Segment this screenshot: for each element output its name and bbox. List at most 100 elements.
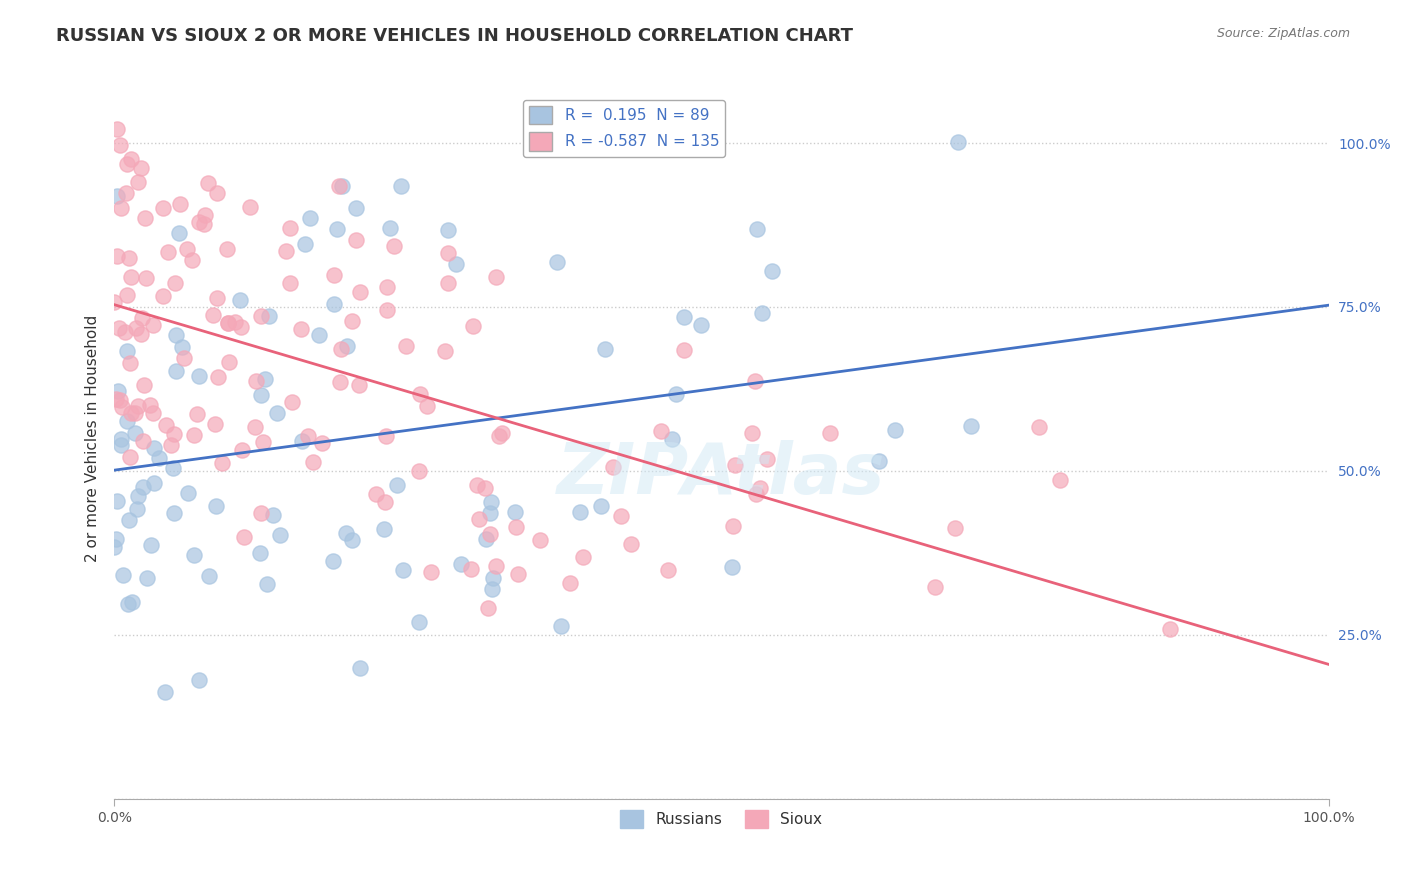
Sioux xyxy=(276,244,298,258)
Russians xyxy=(747,221,769,235)
Russians xyxy=(960,418,983,433)
Russians xyxy=(481,582,503,597)
Russians xyxy=(104,532,127,546)
Sioux xyxy=(278,220,301,235)
Sioux xyxy=(105,392,128,406)
Russians xyxy=(690,318,713,333)
Russians xyxy=(378,221,401,235)
Sioux xyxy=(217,242,239,256)
Sioux xyxy=(290,322,312,336)
Sioux xyxy=(127,175,149,189)
Sioux xyxy=(375,279,398,293)
Russians xyxy=(249,388,271,402)
Sioux xyxy=(217,316,239,330)
Sioux xyxy=(135,271,157,285)
Russians xyxy=(503,505,526,519)
Sioux xyxy=(115,288,138,302)
Sioux xyxy=(207,370,229,384)
Russians xyxy=(183,548,205,562)
Russians xyxy=(249,546,271,560)
Russians xyxy=(132,480,155,494)
Sioux xyxy=(488,429,510,443)
Sioux xyxy=(1159,622,1181,636)
Russians xyxy=(761,264,783,278)
Sioux xyxy=(183,428,205,442)
Sioux xyxy=(249,506,271,520)
Russians xyxy=(135,571,157,585)
Sioux xyxy=(107,122,129,136)
Sioux xyxy=(111,401,134,415)
Sioux xyxy=(924,580,946,594)
Russians xyxy=(294,237,316,252)
Sioux xyxy=(382,238,405,252)
Sioux xyxy=(328,178,350,193)
Sioux xyxy=(485,558,508,573)
Sioux xyxy=(375,429,398,443)
Russians xyxy=(340,533,363,547)
Sioux xyxy=(205,186,228,200)
Sioux xyxy=(329,375,352,389)
Sioux xyxy=(165,277,187,291)
Sioux xyxy=(572,550,595,565)
Sioux xyxy=(377,302,399,317)
Text: RUSSIAN VS SIOUX 2 OR MORE VEHICLES IN HOUSEHOLD CORRELATION CHART: RUSSIAN VS SIOUX 2 OR MORE VEHICLES IN H… xyxy=(56,27,853,45)
Sioux xyxy=(252,435,274,450)
Sioux xyxy=(506,566,529,581)
Russians xyxy=(665,387,688,401)
Sioux xyxy=(142,318,165,332)
Sioux xyxy=(330,343,353,357)
Sioux xyxy=(558,576,581,591)
Sioux xyxy=(211,456,233,470)
Sioux xyxy=(173,351,195,365)
Russians xyxy=(115,414,138,428)
Russians xyxy=(298,211,321,225)
Sioux xyxy=(744,487,766,501)
Sioux xyxy=(134,211,156,226)
Russians xyxy=(751,306,773,320)
Sioux xyxy=(409,387,432,401)
Russians xyxy=(110,432,132,446)
Russians xyxy=(322,554,344,568)
Russians xyxy=(344,201,367,215)
Sioux xyxy=(322,268,344,283)
Sioux xyxy=(103,295,125,310)
Sioux xyxy=(349,377,371,392)
Sioux xyxy=(120,152,142,166)
Russians xyxy=(391,563,413,577)
Russians xyxy=(142,441,165,455)
Russians xyxy=(198,569,221,583)
Russians xyxy=(349,661,371,675)
Sioux xyxy=(245,374,267,388)
Sioux xyxy=(224,315,246,329)
Sioux xyxy=(477,601,499,615)
Sioux xyxy=(118,450,141,464)
Sioux xyxy=(152,201,174,215)
Russians xyxy=(593,343,616,357)
Russians xyxy=(546,255,568,269)
Sioux xyxy=(744,374,766,388)
Sioux xyxy=(231,442,253,457)
Sioux xyxy=(478,527,501,541)
Legend: Russians, Sioux: Russians, Sioux xyxy=(614,804,828,835)
Sioux xyxy=(485,270,508,285)
Sioux xyxy=(152,289,174,303)
Sioux xyxy=(169,197,191,211)
Russians xyxy=(482,571,505,585)
Russians xyxy=(269,527,291,541)
Sioux xyxy=(129,161,152,176)
Sioux xyxy=(461,318,484,333)
Russians xyxy=(262,508,284,522)
Russians xyxy=(266,406,288,420)
Sioux xyxy=(245,420,267,434)
Russians xyxy=(165,364,187,378)
Sioux xyxy=(118,356,141,370)
Russians xyxy=(661,432,683,446)
Sioux xyxy=(105,249,128,263)
Sioux xyxy=(529,533,551,547)
Russians xyxy=(720,559,742,574)
Sioux xyxy=(239,200,262,214)
Sioux xyxy=(610,508,633,523)
Sioux xyxy=(395,339,418,353)
Russians xyxy=(228,293,250,307)
Sioux xyxy=(124,406,146,420)
